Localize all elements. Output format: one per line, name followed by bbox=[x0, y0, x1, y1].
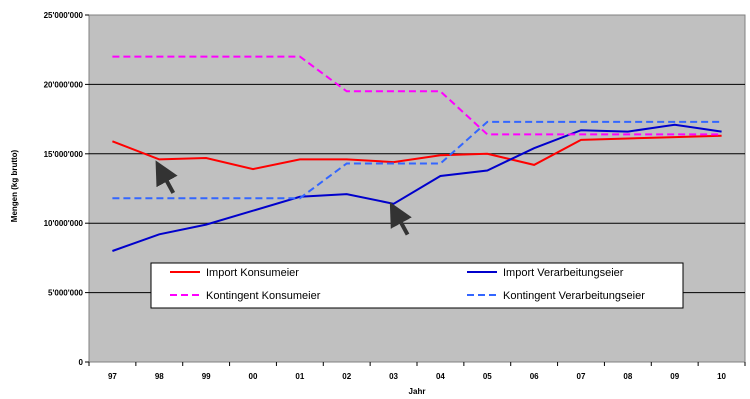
y-tick-label: 15'000'000 bbox=[44, 150, 84, 159]
x-tick-label: 01 bbox=[295, 372, 304, 381]
y-tick-label: 10'000'000 bbox=[44, 219, 84, 228]
y-tick-label: 20'000'000 bbox=[44, 80, 84, 89]
x-tick-label: 07 bbox=[577, 372, 586, 381]
x-tick-label: 06 bbox=[530, 372, 539, 381]
annotation-arrow-1 bbox=[389, 202, 412, 236]
legend-label-2: Kontingent Konsumeier bbox=[206, 290, 321, 302]
x-tick-label: 09 bbox=[670, 372, 679, 381]
y-tick-label: 0 bbox=[79, 358, 84, 367]
x-tick-label: 99 bbox=[202, 372, 211, 381]
x-tick-label: 03 bbox=[389, 372, 398, 381]
x-tick-label: 98 bbox=[155, 372, 164, 381]
x-axis: 97 98 99 00 01 02 03 04 05 06 07 08 09 10 bbox=[88, 362, 746, 381]
y-tick-label: 25'000'000 bbox=[44, 11, 84, 20]
x-tick-label: 00 bbox=[249, 372, 258, 381]
legend-label-1: Import Verarbeitungseier bbox=[503, 267, 624, 279]
legend: Import Konsumeier Import Verarbeitungseie… bbox=[150, 262, 684, 309]
series-line-2 bbox=[112, 55, 722, 136]
legend-label-0: Import Konsumeier bbox=[206, 267, 299, 279]
series-line-3 bbox=[112, 120, 722, 200]
x-tick-label: 10 bbox=[717, 372, 726, 381]
x-tick-label: 05 bbox=[483, 372, 492, 381]
y-axis-title: Mengen (kg brutto) bbox=[10, 149, 19, 222]
x-tick-label: 08 bbox=[623, 372, 632, 381]
legend-box bbox=[150, 262, 684, 309]
x-axis-title: Jahr bbox=[409, 387, 426, 396]
plot-area bbox=[88, 14, 746, 363]
series-line-0 bbox=[112, 134, 722, 171]
series-line-1 bbox=[112, 123, 722, 252]
y-axis: 0 5'000'000 10'000'000 15'000'000 20'000'000… bbox=[44, 11, 89, 367]
annotation-arrow-0 bbox=[155, 160, 178, 194]
series-lines bbox=[112, 55, 722, 252]
annotation-arrows bbox=[155, 160, 412, 236]
y-tick-label: 5'000'000 bbox=[48, 289, 84, 298]
x-tick-label: 02 bbox=[342, 372, 351, 381]
x-tick-label: 04 bbox=[436, 372, 445, 381]
x-tick-label: 97 bbox=[108, 372, 117, 381]
legend-label-3: Kontingent Verarbeitungseier bbox=[503, 290, 645, 302]
